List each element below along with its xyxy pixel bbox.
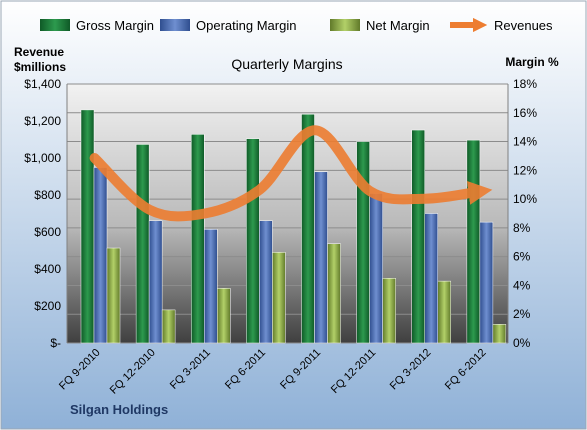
operating-margin-bar — [479, 221, 494, 344]
operating-margin-bar — [93, 167, 108, 344]
operating-margin-bar — [314, 171, 328, 344]
left-tick-label: $1,400 — [24, 77, 61, 91]
gross-margin-bar — [411, 129, 425, 344]
operating-margin-bar — [369, 193, 383, 344]
right-tick-label: 10% — [513, 192, 537, 206]
left-tick-label: $400 — [34, 262, 61, 276]
net-margin-bar — [437, 280, 451, 344]
gross-margin-bar — [246, 138, 260, 344]
left-tick-label: $1,000 — [24, 151, 61, 165]
legend-swatch-net-margin — [330, 19, 360, 31]
left-axis-label: Revenue $millions — [14, 45, 67, 74]
legend: Gross Margin Operating Margin Net Margin Re… — [40, 17, 553, 33]
right-axis-ticks: 0% 2% 4% 6% 8% 10% 12% 14% 16% 18% — [513, 77, 537, 350]
revenue-line-group — [89, 125, 493, 222]
operating-margin-bar — [424, 213, 438, 344]
right-axis-label: Margin % — [505, 55, 559, 69]
right-tick-label: 0% — [513, 336, 531, 350]
right-tick-label: 4% — [513, 278, 531, 292]
legend-swatch-gross-margin — [40, 19, 70, 31]
left-tick-label: $- — [50, 336, 61, 350]
bars — [80, 109, 507, 344]
operating-margin-bar — [148, 220, 163, 344]
legend-label-revenues: Revenues — [494, 18, 553, 33]
operating-margin-bar — [204, 229, 218, 344]
left-tick-label: $800 — [34, 188, 61, 202]
net-margin-bar — [217, 288, 231, 344]
gross-margin-bar — [80, 109, 95, 344]
right-tick-label: 2% — [513, 307, 531, 321]
left-axis-ticks: $- $200 $400 $600 $800 $1,000 $1,200 $1,400 — [24, 77, 61, 350]
left-tick-label: $600 — [34, 225, 61, 239]
revenues-line — [89, 125, 493, 222]
operating-margin-bar — [259, 220, 273, 344]
right-tick-label: 16% — [513, 106, 537, 120]
net-margin-bar — [327, 243, 341, 344]
gross-margin-bar — [191, 134, 205, 344]
legend-label-gross-margin: Gross Margin — [76, 18, 154, 33]
gross-margin-bar — [466, 139, 481, 344]
right-tick-label: 14% — [513, 135, 537, 149]
gross-margin-bar — [301, 113, 315, 344]
right-tick-label: 18% — [513, 77, 537, 91]
net-margin-bar — [161, 309, 176, 344]
right-tick-label: 6% — [513, 250, 531, 264]
legend-label-net-margin: Net Margin — [366, 18, 430, 33]
net-margin-bar — [382, 278, 396, 344]
gross-margin-bar — [135, 144, 150, 344]
net-margin-bar — [272, 252, 286, 344]
legend-label-operating-margin: Operating Margin — [196, 18, 296, 33]
company-name: Silgan Holdings — [70, 402, 168, 417]
net-margin-bar — [492, 324, 507, 344]
right-tick-label: 12% — [513, 163, 537, 177]
chart-title: Quarterly Margins — [231, 56, 342, 72]
left-tick-label: $1,200 — [24, 114, 61, 128]
legend-swatch-operating-margin — [160, 19, 190, 31]
net-margin-bar — [106, 247, 121, 344]
left-tick-label: $200 — [34, 299, 61, 313]
right-tick-label: 8% — [513, 221, 531, 235]
